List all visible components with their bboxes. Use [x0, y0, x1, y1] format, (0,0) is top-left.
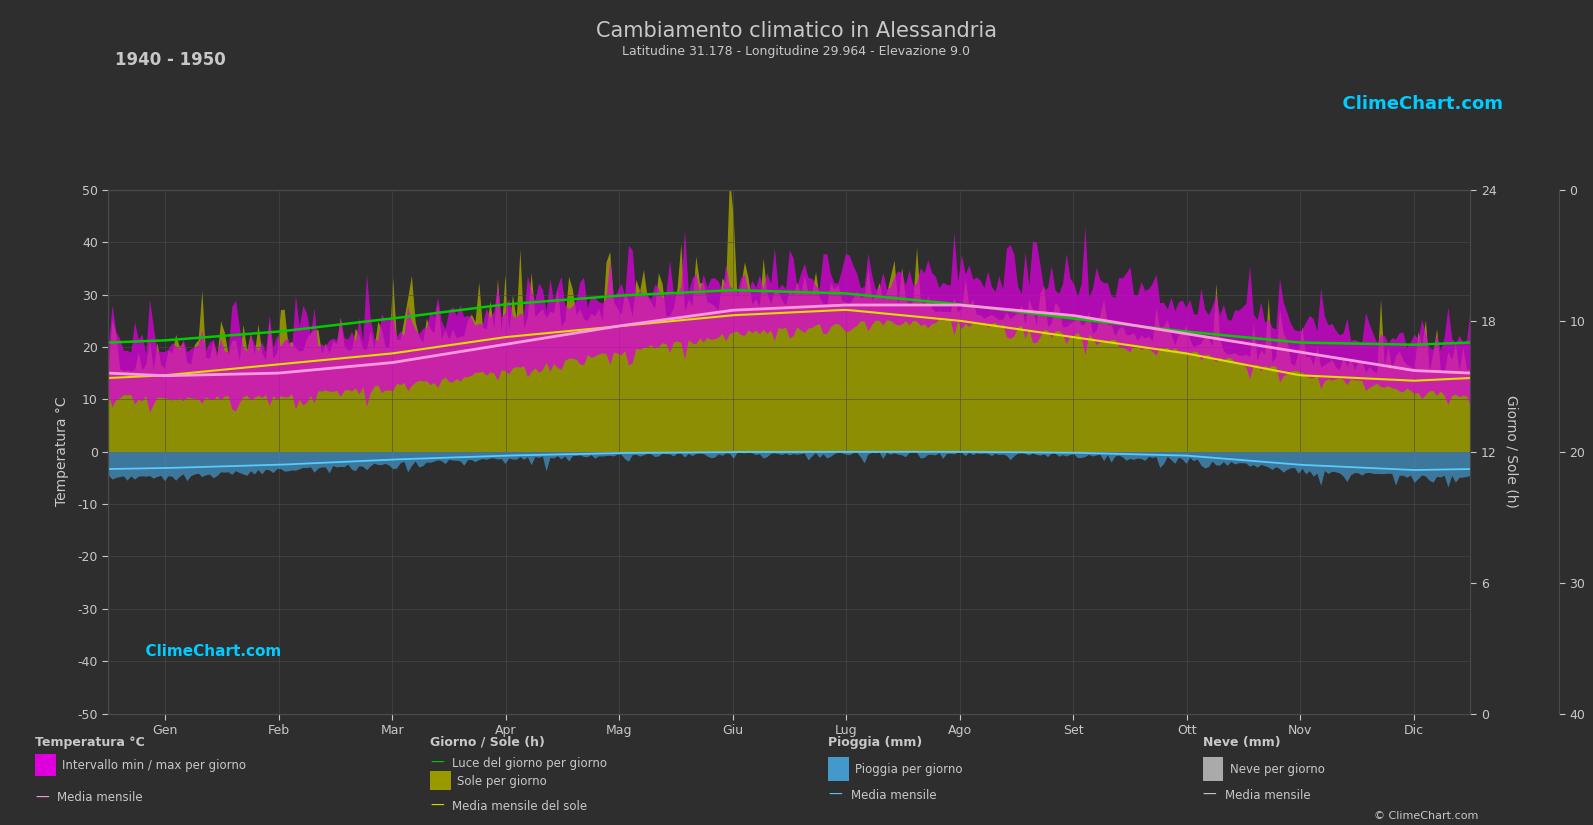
Text: —: — — [35, 791, 49, 804]
Text: —: — — [828, 789, 843, 802]
Text: Giorno / Sole (h): Giorno / Sole (h) — [430, 736, 545, 749]
Text: Pioggia (mm): Pioggia (mm) — [828, 736, 922, 749]
Text: ClimeChart.com: ClimeChart.com — [135, 644, 282, 658]
Text: Temperatura °C: Temperatura °C — [35, 736, 145, 749]
Text: Media mensile: Media mensile — [851, 789, 937, 802]
Text: Neve per giorno: Neve per giorno — [1230, 763, 1325, 776]
Text: Media mensile: Media mensile — [1225, 789, 1311, 802]
Text: Intervallo min / max per giorno: Intervallo min / max per giorno — [62, 759, 247, 772]
Text: —: — — [430, 757, 444, 770]
Text: © ClimeChart.com: © ClimeChart.com — [1373, 811, 1478, 821]
Text: Latitudine 31.178 - Longitudine 29.964 - Elevazione 9.0: Latitudine 31.178 - Longitudine 29.964 -… — [623, 45, 970, 58]
Text: Cambiamento climatico in Alessandria: Cambiamento climatico in Alessandria — [596, 21, 997, 40]
Text: Sole per giorno: Sole per giorno — [457, 775, 546, 788]
Y-axis label: Giorno / Sole (h): Giorno / Sole (h) — [1505, 395, 1520, 508]
Text: Pioggia per giorno: Pioggia per giorno — [855, 763, 962, 776]
Text: Neve (mm): Neve (mm) — [1203, 736, 1281, 749]
Text: —: — — [1203, 789, 1217, 802]
Text: Media mensile del sole: Media mensile del sole — [452, 799, 588, 813]
Text: 1940 - 1950: 1940 - 1950 — [115, 51, 226, 69]
Text: Media mensile: Media mensile — [57, 791, 143, 804]
Y-axis label: Temperatura °C: Temperatura °C — [56, 397, 68, 507]
Text: —: — — [430, 799, 444, 813]
Text: Luce del giorno per giorno: Luce del giorno per giorno — [452, 757, 607, 770]
Text: ClimeChart.com: ClimeChart.com — [1330, 95, 1504, 113]
